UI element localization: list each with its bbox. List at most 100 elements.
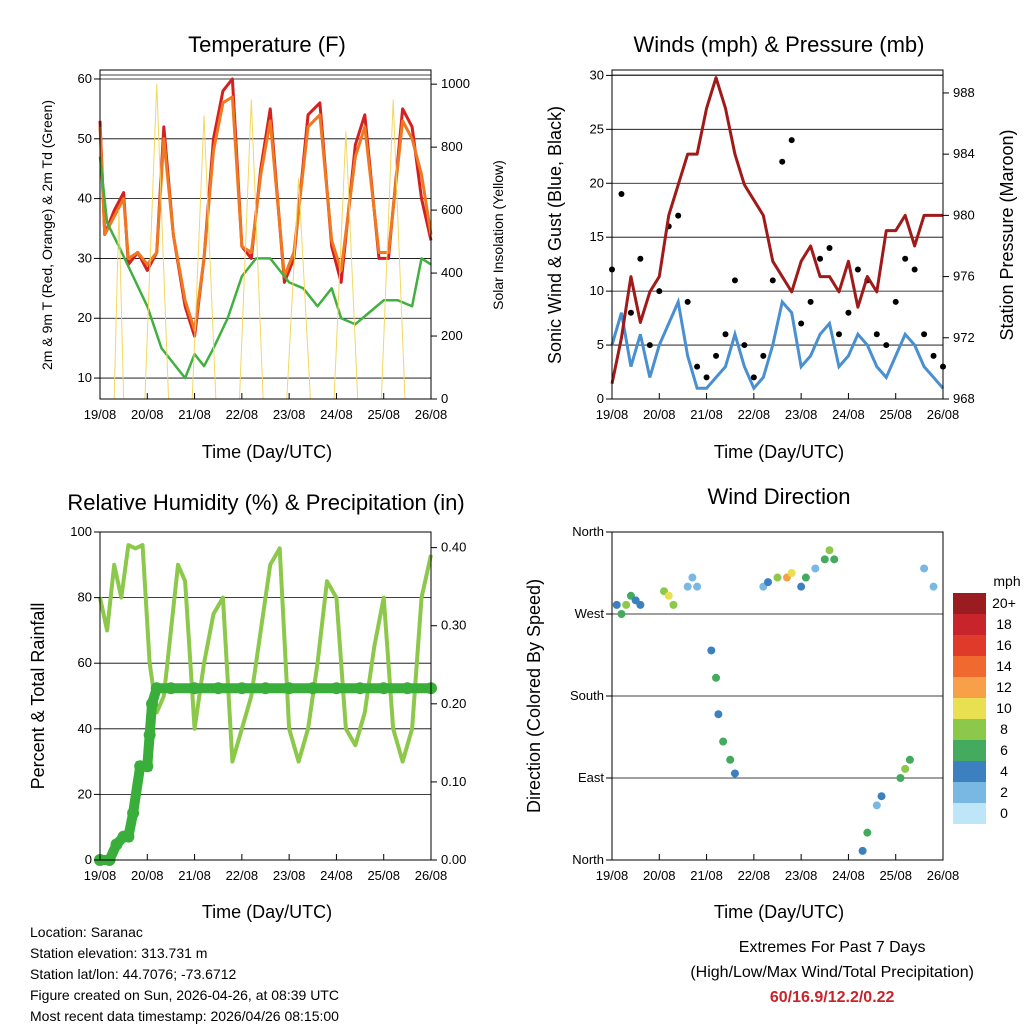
- x-tick-label: 26/08: [927, 407, 960, 422]
- direction-point: [773, 573, 782, 582]
- info-location: Location: Saranac: [30, 924, 143, 940]
- y2-tick-label: 0: [441, 391, 448, 406]
- gust-point: [731, 277, 738, 284]
- y-tick-label: 0: [85, 852, 92, 867]
- legend-label: 14: [996, 658, 1012, 674]
- x-tick-label: 19/08: [596, 407, 629, 422]
- gust-point: [703, 374, 710, 381]
- direction-point: [797, 582, 806, 591]
- gust-point: [930, 352, 937, 359]
- y-tick-label: West: [575, 606, 605, 621]
- y2-tick-label: 972: [953, 330, 975, 345]
- gust-point: [656, 288, 663, 295]
- y-tick-label: 60: [78, 71, 92, 86]
- sonic-wind-line: [610, 296, 945, 391]
- gust-point: [817, 255, 824, 262]
- y-tick-label: East: [578, 770, 604, 785]
- gust-point: [854, 266, 861, 273]
- winds-panel: Winds (mph) & Pressure (mb) 19/08 20/08 21…: [545, 32, 1017, 462]
- gust-point: [769, 277, 776, 284]
- y-tick-label: 40: [78, 191, 92, 206]
- gust-point: [779, 158, 786, 165]
- legend-swatch: [953, 782, 986, 803]
- legend-swatch: [953, 677, 986, 698]
- gust-point: [826, 244, 833, 251]
- direction-point: [820, 555, 829, 564]
- x-tick-label: 21/08: [178, 407, 211, 422]
- 2m-t-line: [98, 77, 433, 338]
- gust-point: [873, 331, 880, 338]
- station-pressure-line: [610, 76, 943, 385]
- y-tick-label: North: [572, 524, 604, 539]
- direction-axes: 19/08 20/08 21/08 22/08 23/08 24/08 25/08 26/08…: [570, 524, 959, 883]
- gust-point: [902, 255, 909, 262]
- humidity-series: [94, 543, 437, 866]
- gust-point: [845, 309, 852, 316]
- x-tick-label: 24/08: [832, 868, 865, 883]
- y2-tick-label: 400: [441, 265, 463, 280]
- x-tick-label: 25/08: [367, 407, 400, 422]
- y-tick-label: 60: [78, 655, 92, 670]
- x-tick-label: 21/08: [690, 868, 723, 883]
- direction-point: [896, 774, 905, 782]
- direction-point: [617, 610, 626, 618]
- x-tick-label: 21/08: [690, 407, 723, 422]
- extremes-box: Extremes For Past 7 Days (High/Low/Max W…: [690, 935, 974, 1010]
- temperature-plot-frame: [99, 69, 432, 400]
- precip-line: [95, 683, 436, 865]
- direction-point: [825, 546, 834, 555]
- direction-point: [877, 792, 886, 801]
- gust-point: [618, 191, 625, 198]
- direction-point: [683, 582, 692, 591]
- y2-tick-label: 988: [953, 85, 975, 100]
- y-tick-label: 15: [590, 229, 604, 244]
- x-tick-label: 22/08: [226, 868, 259, 883]
- gust-point: [788, 137, 795, 144]
- legend-label: 16: [996, 637, 1012, 653]
- legend-label: 8: [1000, 721, 1008, 737]
- legend-label: 2: [1000, 784, 1008, 800]
- x-tick-label: 26/08: [927, 868, 960, 883]
- gust-point: [798, 320, 805, 327]
- gust-point: [684, 298, 691, 305]
- gust-point: [741, 342, 748, 349]
- x-tick-label: 20/08: [131, 868, 164, 883]
- winds-plot-frame: [611, 69, 944, 400]
- info-elevation: Station elevation: 313.731 m: [30, 945, 208, 961]
- y2-tick-label: 0.00: [441, 852, 466, 867]
- x-tick-label: 23/08: [785, 868, 818, 883]
- legend-swatch: [953, 635, 986, 656]
- gust-point: [722, 331, 729, 338]
- y-tick-label: North: [572, 852, 604, 867]
- gust-point: [675, 212, 682, 219]
- humidity-title: Relative Humidity (%) & Precipitation (i…: [67, 490, 464, 515]
- winds-gridlines: [612, 74, 943, 400]
- winds-title: Winds (mph) & Pressure (mb): [634, 32, 925, 57]
- humidity-ylabel-left: Percent & Total Rainfall: [28, 603, 48, 790]
- y-tick-label: 20: [590, 175, 604, 190]
- x-tick-label: 19/08: [84, 407, 117, 422]
- direction-point: [730, 769, 739, 778]
- legend-swatch: [953, 656, 986, 677]
- temperature-gridlines: [100, 74, 431, 379]
- x-tick-label: 22/08: [738, 407, 771, 422]
- direction-point: [636, 600, 645, 609]
- gust-point: [835, 331, 842, 338]
- direction-point: [872, 801, 881, 810]
- direction-point: [901, 764, 910, 773]
- 2m-td-line: [98, 156, 432, 380]
- direction-point: [664, 591, 673, 600]
- 9m-t-line: [98, 95, 433, 332]
- gust-point: [911, 266, 918, 273]
- direction-point: [764, 578, 773, 587]
- y2-tick-label: 0.20: [441, 696, 466, 711]
- legend-swatch: [953, 698, 986, 719]
- direction-point: [714, 710, 723, 719]
- y2-tick-label: 968: [953, 391, 975, 406]
- direction-point: [920, 564, 929, 573]
- direction-point: [787, 569, 796, 577]
- y-tick-label: 5: [597, 337, 604, 352]
- gust-point: [921, 331, 928, 338]
- gust-point: [892, 298, 899, 305]
- direction-ylabel-left: Direction (Colored By Speed): [524, 579, 544, 813]
